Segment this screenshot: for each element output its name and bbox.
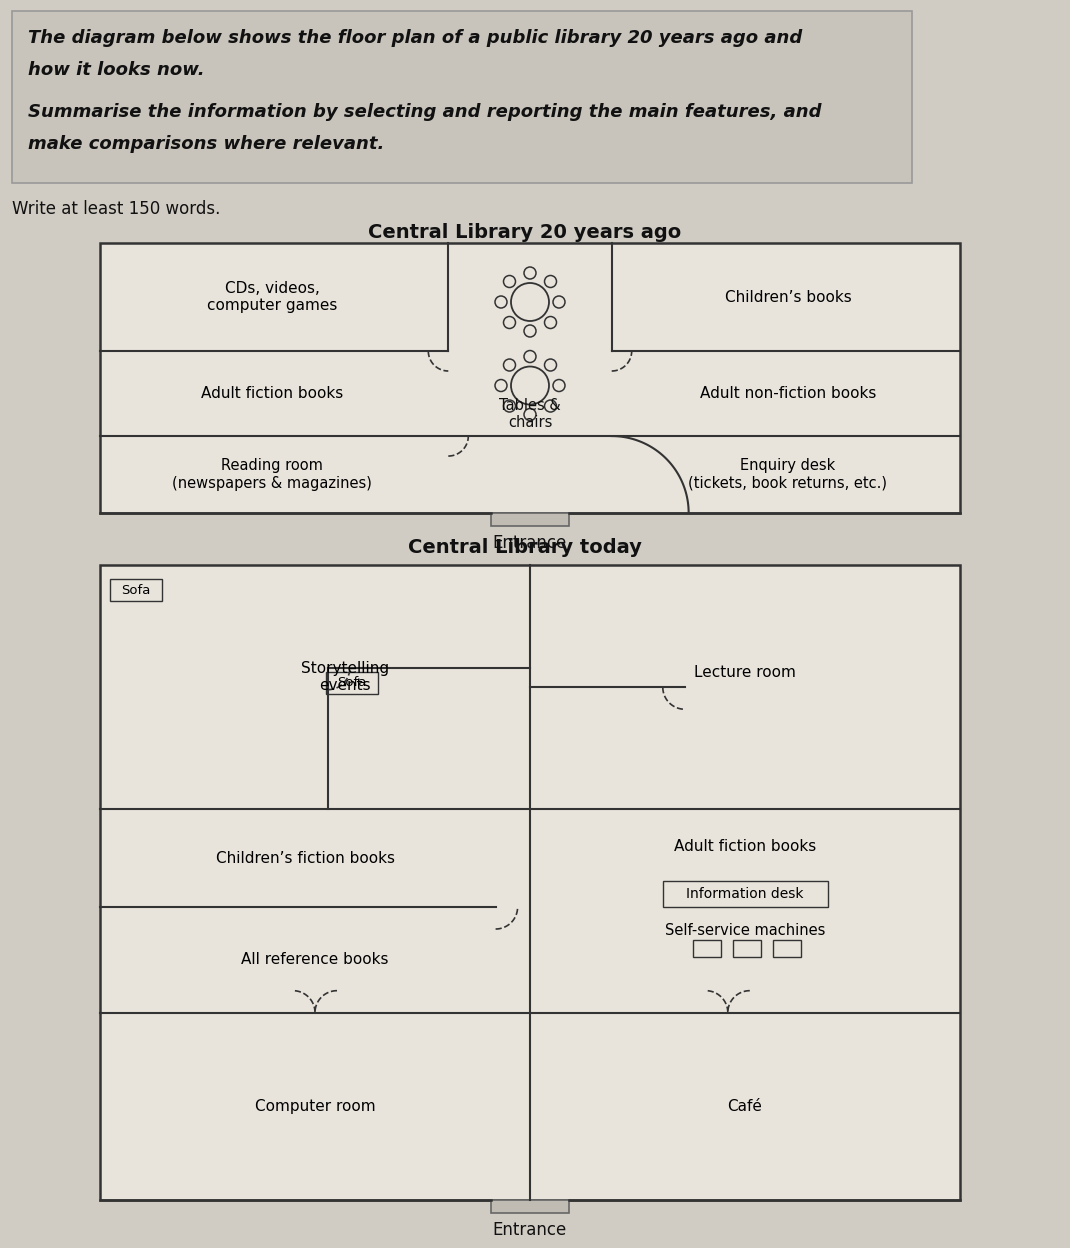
Text: how it looks now.: how it looks now. xyxy=(28,61,204,79)
Text: All reference books: All reference books xyxy=(241,952,388,967)
Text: Entrance: Entrance xyxy=(493,534,567,552)
Bar xyxy=(100,243,960,513)
Bar xyxy=(326,671,378,694)
Text: Lecture room: Lecture room xyxy=(694,665,796,680)
Bar xyxy=(773,940,801,957)
Text: Storytelling
events: Storytelling events xyxy=(301,661,389,694)
Text: Central Library today: Central Library today xyxy=(408,538,642,557)
Text: The diagram below shows the floor plan of a public library 20 years ago and: The diagram below shows the floor plan o… xyxy=(28,29,802,47)
Bar xyxy=(491,1201,569,1213)
Text: CDs, videos,
computer games: CDs, videos, computer games xyxy=(207,281,337,313)
Bar xyxy=(12,11,912,183)
Text: Adult fiction books: Adult fiction books xyxy=(674,839,816,854)
Text: Adult fiction books: Adult fiction books xyxy=(201,386,343,401)
Bar xyxy=(693,940,721,957)
Text: Reading room
(newspapers & magazines): Reading room (newspapers & magazines) xyxy=(172,458,372,490)
Text: Adult non-fiction books: Adult non-fiction books xyxy=(700,386,876,401)
Text: Children’s fiction books: Children’s fiction books xyxy=(215,851,395,866)
Text: Summarise the information by selecting and reporting the main features, and: Summarise the information by selecting a… xyxy=(28,104,822,121)
Bar xyxy=(110,579,162,602)
Text: Tables &
chairs: Tables & chairs xyxy=(499,398,561,431)
Bar xyxy=(100,565,960,1201)
Text: Write at least 150 words.: Write at least 150 words. xyxy=(12,200,220,218)
Text: Computer room: Computer room xyxy=(255,1098,376,1113)
Bar xyxy=(662,881,827,907)
Text: Sofa: Sofa xyxy=(121,584,151,597)
Text: Central Library 20 years ago: Central Library 20 years ago xyxy=(368,223,682,242)
Text: Children’s books: Children’s books xyxy=(724,290,852,305)
Bar xyxy=(733,940,761,957)
Text: Enquiry desk
(tickets, book returns, etc.): Enquiry desk (tickets, book returns, etc… xyxy=(688,458,887,490)
Text: Information desk: Information desk xyxy=(686,887,804,901)
Text: Sofa: Sofa xyxy=(337,676,367,689)
Text: Entrance: Entrance xyxy=(493,1221,567,1239)
Text: make comparisons where relevant.: make comparisons where relevant. xyxy=(28,135,384,154)
Text: Café: Café xyxy=(728,1098,763,1113)
Bar xyxy=(491,513,569,525)
Text: Self-service machines: Self-service machines xyxy=(664,922,825,937)
